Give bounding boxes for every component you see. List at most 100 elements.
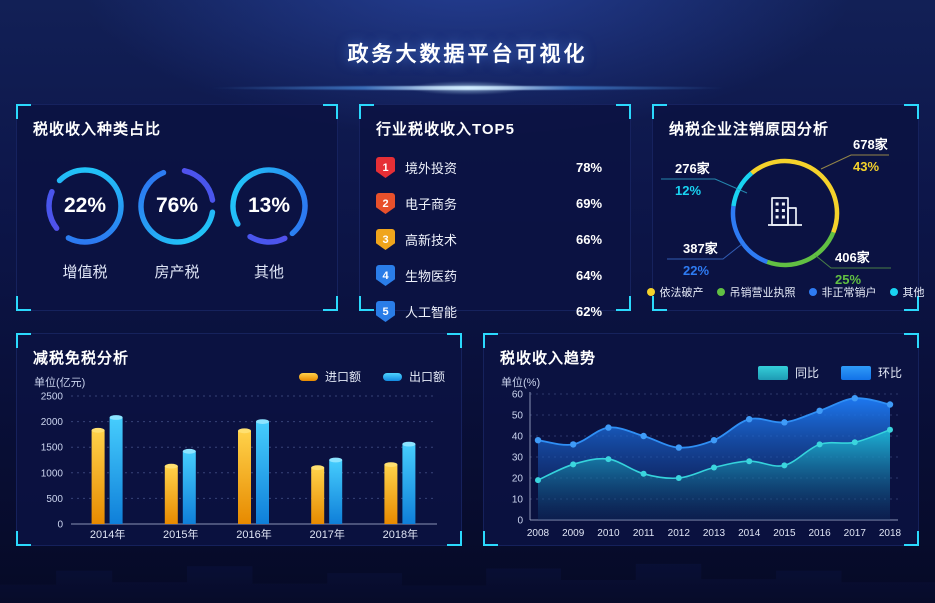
trend-area-chart[interactable]: 0 10 20 30 40 50 60 2008 2009 2010 2011 2012 2013 201… [496,386,912,544]
svg-text:2016: 2016 [808,528,831,539]
bar-track [475,236,566,244]
svg-text:30: 30 [512,453,524,464]
rank-badge-icon: 1 [376,157,395,178]
callout-percent: 43% [853,159,880,174]
gauge-other[interactable]: 13% 其他 [223,163,315,282]
legend-item[interactable]: 同比 [757,364,819,381]
legend-item[interactable]: 环比 [840,364,902,381]
svg-text:2010: 2010 [597,528,620,539]
svg-text:2000: 2000 [41,417,64,428]
panel-tax-types: 税收收入种类占比 22% 增值税 76% 房产税 [16,104,338,311]
corner-bracket-icon [447,333,462,348]
page-title: 政务大数据平台可视化 [347,43,588,66]
panel-title: 税收收入趋势 [500,350,597,367]
legend-label: 依法破产 [659,287,704,299]
panel-industry-top5: 行业税收收入TOP5 1 境外投资 78% 2 电子商务 69% 3 高新技术 [359,104,631,322]
unit-label: 单位(亿元) [34,377,86,389]
svg-text:2014年: 2014年 [90,527,125,541]
panel-cancellation-reasons: 纳税企业注销原因分析 [646,104,925,311]
corner-bracket-icon [483,531,498,546]
corner-bracket-icon [16,531,31,546]
svg-text:2011: 2011 [633,528,655,539]
area-chart-legend: 同比 环比 [757,364,902,381]
corner-bracket-icon [616,296,631,311]
legend-label: 环比 [877,366,902,380]
panel-title: 减税免税分析 [33,350,130,367]
callout-count: 406家 [835,250,870,265]
donut-chart-area[interactable]: 678家 43% 276家 12% 387家 22% 406家 25% 依法破产 [646,105,925,310]
top5-row[interactable]: 1 境外投资 78% [376,157,614,178]
corner-bracket-icon [652,104,667,119]
top-row: 税收收入种类占比 22% 增值税 76% 房产税 [16,104,925,322]
svg-text:40: 40 [512,432,524,443]
panel-tax-trend: 税收收入趋势 单位(%) 同比 环比 0 10 20 30 40 50 60 2008 2009… [483,333,919,546]
callout-count: 678家 [853,137,888,152]
industry-label: 电子商务 [405,197,458,212]
bar-value: 78% [576,160,603,175]
corner-bracket-icon [359,296,374,311]
panel-title: 纳税企业注销原因分析 [669,121,830,138]
svg-text:2500: 2500 [41,392,64,403]
bar-value: 69% [576,196,603,211]
svg-text:2012: 2012 [668,528,691,539]
callout-678: 678家 43% [853,138,888,173]
svg-text:2016年: 2016年 [236,527,271,541]
bottom-row: 减税免税分析 单位(亿元) 进口额 出口额 0 500 1000 1500 2000 25… [16,333,919,546]
ring-chart [46,167,124,245]
industry-label: 生物医药 [405,269,458,284]
svg-text:0: 0 [57,520,63,531]
legend-label: 吊销营业执照 [729,287,796,299]
corner-bracket-icon [16,333,31,348]
top5-row[interactable]: 5 人工智能 62% [376,301,614,322]
rank-badge-icon: 2 [376,193,395,214]
industry-label: 人工智能 [405,305,458,320]
gauge-vat[interactable]: 22% 增值税 [39,163,131,282]
corner-bracket-icon [652,296,667,311]
legend-swatch-icon [757,365,788,380]
bar-track [475,164,566,172]
bar-track [475,308,566,316]
grouped-bar-chart[interactable]: 0 500 1000 1500 2000 2500 2014年 2015年 2016年 2017年… [25,386,445,544]
svg-text:2017年: 2017年 [309,527,344,541]
svg-text:500: 500 [46,494,63,505]
industry-label: 境外投资 [405,161,458,176]
legend-dot-icon [716,288,725,296]
bar-value: 62% [576,304,603,319]
legend-dot-icon [808,288,817,296]
top5-row[interactable]: 4 生物医药 64% [376,265,614,286]
svg-text:2015: 2015 [773,528,796,539]
top5-row[interactable]: 3 高新技术 66% [376,229,614,250]
corner-bracket-icon [16,296,31,311]
legend-item[interactable]: 非正常销户 [808,284,877,300]
legend-item[interactable]: 吊销营业执照 [716,284,796,300]
gauge-property-tax[interactable]: 76% 房产税 [131,163,223,282]
svg-text:2015年: 2015年 [163,527,198,541]
callout-count: 276家 [675,161,710,176]
top5-row[interactable]: 2 电子商务 69% [376,193,614,214]
legend-item[interactable]: 依法破产 [646,284,704,300]
corner-bracket-icon [904,104,919,119]
title-light-streak [207,86,728,90]
legend-label: 出口额 [408,370,445,384]
legend-label: 同比 [794,366,819,380]
ring-chart [230,167,308,245]
svg-text:2013: 2013 [703,528,726,539]
panel-tax-reduction: 减税免税分析 单位(亿元) 进口额 出口额 0 500 1000 1500 2000 25… [16,333,462,546]
corner-bracket-icon [447,531,462,546]
legend-dot-icon [646,288,655,296]
legend-item[interactable]: 进口额 [298,368,361,385]
legend-item[interactable]: 其他 [889,284,925,300]
rank-badge-icon: 4 [376,265,395,286]
skyline-decoration [0,563,935,603]
svg-text:1500: 1500 [41,443,64,454]
page-header: 政务大数据平台可视化 [0,0,935,96]
legend-label: 非正常销户 [821,287,877,299]
corner-bracket-icon [323,296,338,311]
callout-387: 387家 22% [683,242,718,277]
bar-value: 64% [576,268,603,283]
bar-track [475,200,566,208]
legend-item[interactable]: 出口额 [382,368,445,385]
legend-swatch-icon [382,372,402,381]
ring-chart [138,167,216,245]
